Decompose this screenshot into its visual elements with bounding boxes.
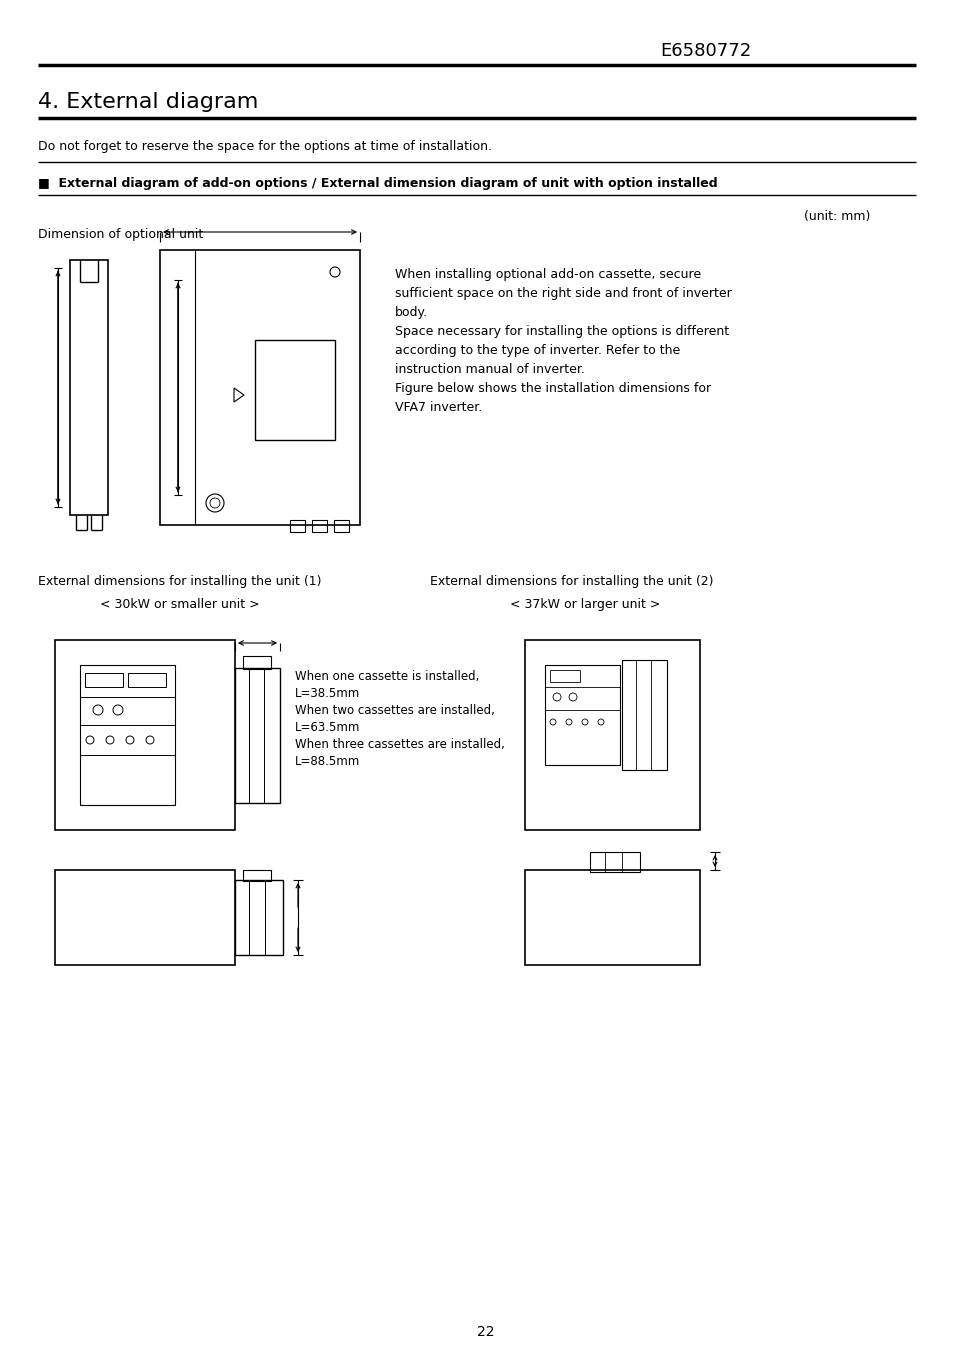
Bar (312, 520, 327, 532)
Text: 4. External diagram: 4. External diagram (38, 92, 258, 112)
Text: Do not forget to reserve the space for the options at time of installation.: Do not forget to reserve the space for t… (38, 141, 492, 153)
Bar (550, 670, 579, 682)
Text: sufficient space on the right side and front of inverter: sufficient space on the right side and f… (395, 286, 731, 300)
Text: Dimension of optional unit: Dimension of optional unit (38, 228, 203, 240)
Text: ■  External diagram of add-on options / External dimension diagram of unit with : ■ External diagram of add-on options / E… (38, 177, 717, 190)
Bar (234, 667, 280, 802)
Bar (128, 673, 166, 688)
Bar (70, 259, 108, 515)
Bar (621, 661, 666, 770)
Text: When three cassettes are installed,: When three cassettes are installed, (294, 738, 504, 751)
Text: instruction manual of inverter.: instruction manual of inverter. (395, 363, 584, 376)
Bar (85, 673, 123, 688)
Text: L=88.5mm: L=88.5mm (294, 755, 360, 767)
Bar (524, 640, 700, 830)
Text: E6580772: E6580772 (659, 42, 750, 59)
Text: When one cassette is installed,: When one cassette is installed, (294, 670, 478, 684)
Text: When two cassettes are installed,: When two cassettes are installed, (294, 704, 495, 717)
Bar (234, 880, 283, 955)
Text: according to the type of inverter. Refer to the: according to the type of inverter. Refer… (395, 345, 679, 357)
Bar (55, 640, 234, 830)
Text: L=38.5mm: L=38.5mm (294, 688, 360, 700)
Bar (243, 657, 271, 669)
Bar (55, 870, 234, 965)
Bar (544, 665, 619, 765)
Bar (80, 665, 174, 805)
Text: External dimensions for installing the unit (1): External dimensions for installing the u… (38, 576, 321, 588)
Bar (290, 520, 305, 532)
Text: < 30kW or smaller unit >: < 30kW or smaller unit > (100, 598, 259, 611)
Bar (589, 852, 639, 871)
Text: < 37kW or larger unit >: < 37kW or larger unit > (510, 598, 659, 611)
Text: (unit: mm): (unit: mm) (802, 209, 869, 223)
Text: L=63.5mm: L=63.5mm (294, 721, 360, 734)
Bar (160, 250, 359, 526)
Text: 22: 22 (476, 1325, 494, 1339)
Text: VFA7 inverter.: VFA7 inverter. (395, 401, 482, 413)
Text: When installing optional add-on cassette, secure: When installing optional add-on cassette… (395, 267, 700, 281)
Bar (524, 870, 700, 965)
Text: Space necessary for installing the options is different: Space necessary for installing the optio… (395, 326, 728, 338)
Bar (334, 520, 349, 532)
Bar (243, 870, 271, 881)
Text: Figure below shows the installation dimensions for: Figure below shows the installation dime… (395, 382, 710, 394)
Text: body.: body. (395, 305, 428, 319)
Bar (254, 340, 335, 440)
Text: External dimensions for installing the unit (2): External dimensions for installing the u… (430, 576, 713, 588)
